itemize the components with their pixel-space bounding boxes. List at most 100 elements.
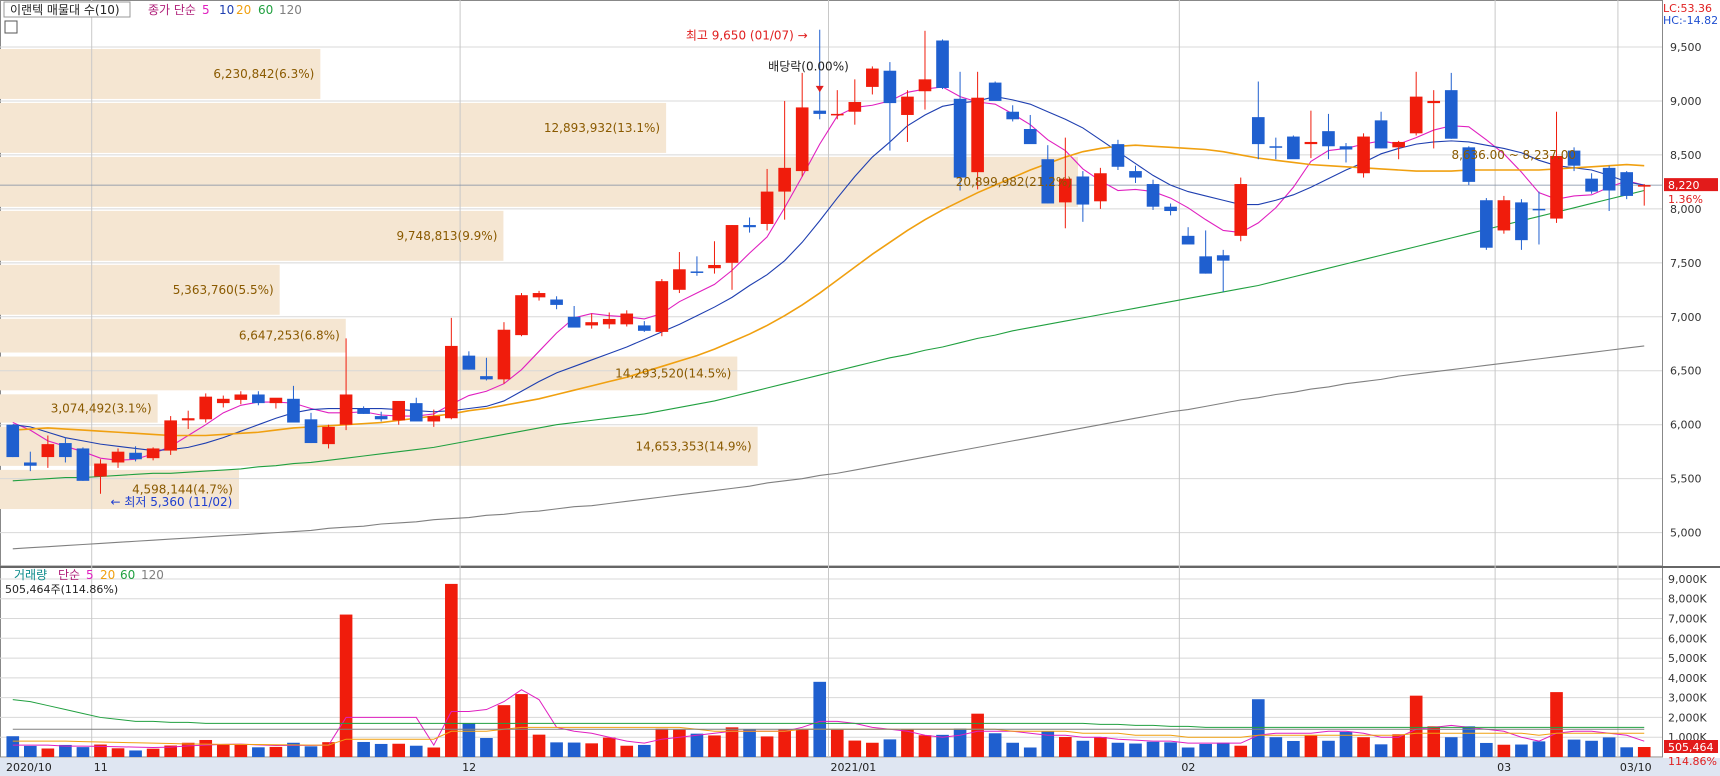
candle-body bbox=[1339, 146, 1353, 150]
volume-bar bbox=[76, 747, 90, 757]
ma20-line bbox=[12, 144, 1645, 437]
candle-body bbox=[1602, 167, 1616, 191]
volume-tick-label: 8,000K bbox=[1668, 593, 1707, 606]
volume-profile-band bbox=[0, 469, 239, 510]
candle-body bbox=[532, 293, 546, 298]
volume-bar bbox=[830, 729, 844, 757]
volume-bar bbox=[1006, 742, 1020, 757]
volume-bar bbox=[1515, 744, 1528, 757]
candle-body bbox=[1532, 208, 1546, 211]
vma-period-120: 120 bbox=[141, 568, 164, 582]
volume-bar bbox=[743, 729, 756, 757]
candle-body bbox=[445, 345, 458, 419]
candle-body bbox=[1480, 200, 1493, 248]
candle-body bbox=[1497, 200, 1511, 231]
volume-tick-label: 2,000K bbox=[1668, 711, 1707, 724]
candle-body bbox=[1251, 117, 1265, 145]
candle-body bbox=[1409, 96, 1423, 134]
current-price-tag bbox=[1664, 178, 1718, 192]
current-price-value: 8,220 bbox=[1668, 179, 1700, 192]
candle-body bbox=[725, 225, 739, 263]
volume-bar bbox=[795, 729, 809, 757]
volume-bar bbox=[1059, 737, 1072, 757]
volume-title[interactable]: 거래량 bbox=[14, 568, 47, 582]
candle-body bbox=[602, 318, 616, 325]
volume-bar bbox=[339, 614, 353, 757]
candle-body bbox=[199, 396, 213, 420]
current-volume-pct: 114.86% bbox=[1668, 755, 1717, 768]
price-tick-label: 7,000 bbox=[1670, 311, 1702, 324]
candle-body bbox=[971, 97, 984, 173]
volume-bar bbox=[1076, 740, 1090, 757]
candle-body bbox=[41, 444, 55, 458]
candle-body bbox=[673, 269, 686, 290]
candle-body bbox=[1076, 176, 1090, 205]
volume-tick-label: 3,000K bbox=[1668, 692, 1707, 705]
candle-body bbox=[322, 426, 335, 445]
candle-body bbox=[848, 102, 862, 112]
price-tick-label: 8,000 bbox=[1670, 203, 1702, 216]
volume-profile-band bbox=[0, 210, 504, 261]
candle-body bbox=[743, 225, 756, 228]
candle-body bbox=[497, 329, 511, 380]
volume-bar bbox=[94, 744, 107, 757]
title-box[interactable] bbox=[3, 1, 131, 18]
volume-bar bbox=[883, 739, 897, 757]
volume-bar bbox=[1146, 741, 1160, 757]
volume-bar bbox=[655, 728, 669, 757]
price-tick-label: 9,000 bbox=[1670, 95, 1702, 108]
candle-body bbox=[427, 416, 441, 422]
volume-bar bbox=[936, 734, 949, 757]
candle-body bbox=[1322, 131, 1335, 147]
date-tick-label: 03/10 bbox=[1620, 761, 1652, 774]
candle-body bbox=[953, 98, 967, 178]
volume-bar bbox=[111, 748, 125, 757]
candle-body bbox=[1637, 185, 1651, 187]
vma-period-20: 20 bbox=[100, 568, 115, 582]
volume-bar bbox=[953, 728, 967, 757]
volume-bar bbox=[1567, 739, 1581, 757]
candle-body bbox=[1059, 178, 1072, 203]
volume-bar bbox=[322, 742, 335, 757]
candle-body bbox=[550, 299, 563, 305]
candle-body bbox=[1269, 146, 1283, 148]
candle-body bbox=[778, 167, 791, 192]
volume-bar bbox=[1322, 740, 1335, 757]
volume-bar bbox=[1602, 737, 1616, 757]
candle-body bbox=[1550, 155, 1563, 219]
candle-body bbox=[111, 451, 125, 463]
vma-period-5: 5 bbox=[86, 568, 94, 582]
candle-body bbox=[59, 443, 72, 458]
candle-body bbox=[515, 295, 528, 336]
volume-bar bbox=[637, 744, 651, 757]
volume-tick-label: 7,000K bbox=[1668, 613, 1707, 626]
volume-bar bbox=[480, 738, 493, 757]
price-tick-label: 8,500 bbox=[1670, 149, 1702, 162]
volume-bar bbox=[1480, 742, 1493, 757]
volume-bar bbox=[1462, 726, 1476, 757]
date-tick-label: 2020/10 bbox=[6, 761, 52, 774]
volume-profile-band bbox=[0, 102, 667, 153]
candle-body bbox=[23, 462, 37, 466]
candle-body bbox=[1585, 178, 1598, 192]
volume-profile-label: 5,363,760(5.5%) bbox=[173, 283, 274, 297]
volume-bar bbox=[1111, 742, 1125, 757]
vma-period-60: 60 bbox=[120, 568, 135, 582]
table-toggle-icon[interactable] bbox=[4, 20, 18, 34]
price-tick-label: 9,500 bbox=[1670, 41, 1702, 54]
lc-value: LC:53.36 bbox=[1663, 2, 1712, 15]
candle-body bbox=[1287, 136, 1300, 160]
chart-title[interactable]: 이랜텍 매물대 수(10) bbox=[10, 3, 120, 17]
candle-body bbox=[901, 96, 914, 115]
candle-body bbox=[374, 416, 388, 420]
volume-bar bbox=[1444, 737, 1458, 757]
volume-profile-band bbox=[0, 48, 321, 99]
date-tick-label: 02 bbox=[1181, 761, 1195, 774]
volume-profile-label: 6,647,253(6.8%) bbox=[239, 329, 340, 343]
volume-bar bbox=[304, 746, 318, 757]
candle-body bbox=[567, 316, 581, 328]
candle-body bbox=[357, 408, 370, 414]
volume-bar bbox=[1094, 737, 1107, 757]
current-volume-tag bbox=[1664, 740, 1718, 754]
current-change-value: 1.36% bbox=[1668, 193, 1703, 206]
